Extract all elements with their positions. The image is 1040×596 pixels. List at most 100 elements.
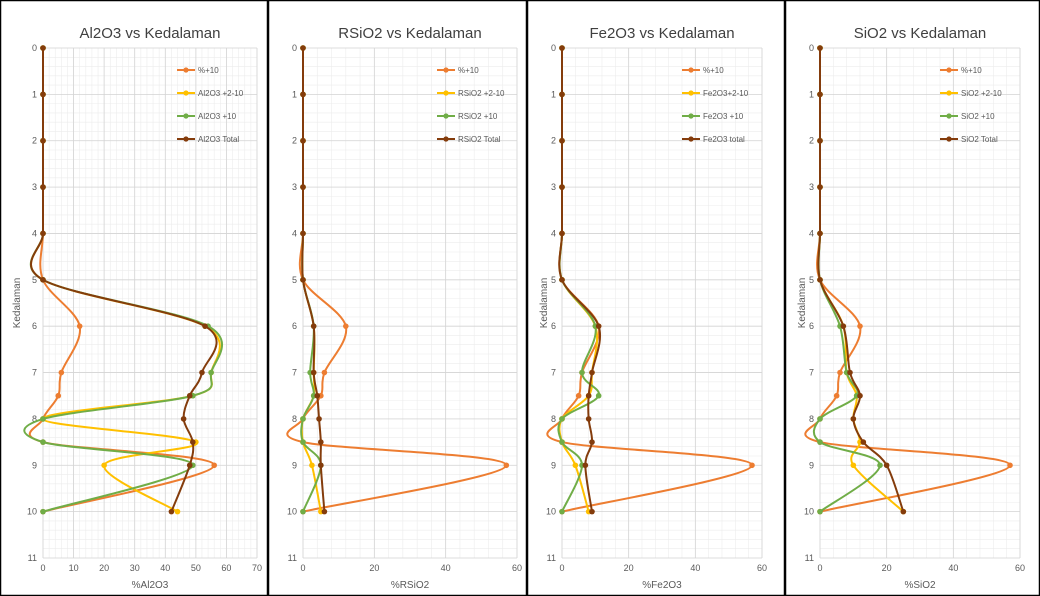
x-tick-label: 60 [1015,563,1025,573]
y-tick-label: 2 [809,136,814,146]
x-tick-label: 40 [441,563,451,573]
y-tick-label: 10 [804,507,814,517]
data-point [40,230,46,237]
chart-panel-3: Fe2O3 vs Kedalaman 0 20 40 60 0 1 2 3 4 5 6 7 8 9 10 11%… [527,0,785,596]
y-tick-label: 0 [32,43,37,53]
data-point [585,392,592,399]
y-tick-label: 4 [551,228,556,238]
data-point [559,91,565,98]
legend-label: SiO2 +2-10 [961,89,1002,98]
legend-entry: %+10 [437,66,479,75]
legend-swatch-marker [443,67,449,73]
legend-entry: Fe2O3 total [682,135,745,144]
y-tick-label: 11 [547,553,556,563]
legend-label: %+10 [961,66,982,75]
y-tick-label: 6 [809,321,814,331]
data-point [300,439,306,445]
data-point [883,462,890,469]
legend-label: SiO2 Total [961,135,998,144]
x-tick-label: 0 [300,563,305,573]
chart-panel-2: RSiO2 vs Kedalaman 0 20 40 60 0 1 2 3 4 5 6 7 8 9 10 11%… [268,0,527,596]
data-point [850,416,857,422]
y-tick-label: 4 [32,228,37,238]
data-point [833,392,840,399]
legend-swatch-marker [946,136,952,142]
legend-label: RSiO2 +2-10 [458,89,505,98]
y-tick-label: 6 [32,321,37,331]
legend-label: %+10 [198,66,219,75]
y-tick-label: 8 [809,414,814,424]
x-tick-label: 10 [69,563,79,573]
x-tick-label: 60 [757,563,767,573]
legend-swatch-marker [443,136,449,142]
data-point [300,508,306,515]
panel-border [0,0,268,596]
data-point [168,508,175,515]
data-point [817,416,823,422]
panel-border [268,0,527,596]
legend-swatch-marker [688,113,694,119]
data-point [343,323,349,329]
y-tick-label: 5 [551,275,556,285]
data-point [40,508,46,515]
y-tick-label: 3 [809,182,814,192]
x-tick-label: 30 [130,563,140,573]
legend-label: RSiO2 +10 [458,112,498,121]
data-point [58,369,65,376]
data-point [40,91,46,98]
legend-entry: Fe2O3+2-10 [682,89,749,98]
legend-label: Fe2O3+2-10 [703,89,749,98]
series-fe2o3-total [558,45,602,515]
legend-entry: Al2O3 +10 [177,112,237,121]
y-tick-label: 10 [27,507,37,517]
legend-entry: SiO2 Total [940,135,998,144]
y-tick-label: 7 [551,368,556,378]
y-tick-label: 2 [32,136,37,146]
x-tick-label: 50 [191,563,201,573]
data-point [180,416,187,422]
y-axis-label: Kedalaman [539,278,550,329]
data-point [316,416,322,422]
data-point [300,277,306,283]
data-point [749,462,755,469]
legend-swatch-marker [183,90,189,96]
data-point [310,323,317,329]
x-tick-label: 20 [369,563,379,573]
data-point [817,277,823,283]
data-point [321,508,328,515]
chart-title: RSiO2 vs Kedalaman [338,25,481,42]
legend-entry: RSiO2 +10 [437,112,498,121]
chart-panel-1: Al2O3 vs Kedalaman 0 10 20 30 40 50 60 70 0 1 2 3 4 5 6… [0,0,268,596]
data-point [503,462,510,469]
data-point [817,230,823,237]
y-tick-label: 5 [32,275,37,285]
x-tick-label: 60 [221,563,231,573]
data-point [847,369,853,376]
gridlines [42,47,258,559]
data-point [101,462,107,469]
data-point [900,508,907,515]
legend-entry: SiO2 +2-10 [940,89,1002,98]
data-point [300,45,306,51]
y-tick-label: 6 [292,321,297,331]
y-axis-label: Kedalaman [12,278,23,329]
data-point [300,416,306,422]
data-point [589,439,595,445]
data-point [190,439,196,445]
legend-swatch-marker [443,90,449,96]
y-tick-label: 10 [546,507,556,517]
legend-swatch-marker [183,113,189,119]
x-tick-label: 40 [690,563,700,573]
data-point [817,45,823,51]
legend-entry: %+10 [940,66,982,75]
data-point [310,369,317,376]
data-point [40,416,46,422]
legend-swatch-marker [946,67,952,73]
data-point [559,230,565,237]
x-tick-label: 0 [817,563,822,573]
data-point [559,184,565,190]
data-point [318,439,324,445]
data-point [76,323,83,329]
data-point [559,137,565,144]
